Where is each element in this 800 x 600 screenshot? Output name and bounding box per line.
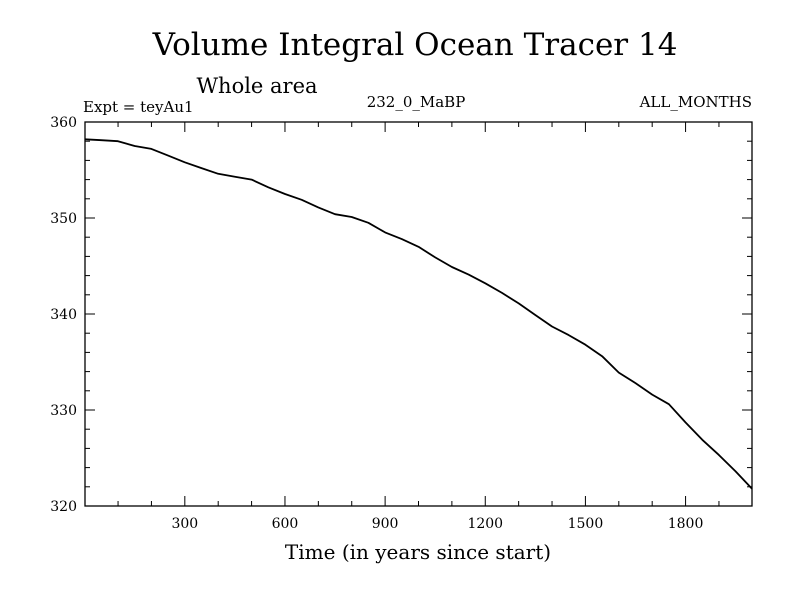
x-tick-label: 1500 [568,516,604,532]
y-tick-label: 330 [50,403,77,419]
chart-title: Volume Integral Ocean Tracer 14 [152,27,678,63]
chart-subtitle: Whole area [196,74,317,98]
y-tick-label: 320 [50,499,77,515]
y-tick-label: 360 [50,115,77,131]
y-tick-label: 340 [50,307,77,323]
x-tick-label: 900 [372,516,399,532]
y-tick-label: 350 [50,211,77,227]
x-tick-label: 1200 [467,516,503,532]
x-tick-label: 600 [272,516,299,532]
x-axis-label: Time (in years since start) [285,540,551,564]
experiment-label: Expt = teyAu1 [83,98,194,116]
series-line [84,138,753,490]
x-tick-label: 300 [171,516,198,532]
plot-frame [84,121,753,507]
months-label: ALL_MONTHS [639,93,752,111]
period-label: 232_0_MaBP [367,93,466,111]
x-tick-label: 1800 [668,516,704,532]
plot-area: 300 600 900 1200 1500 1800 320 330 340 350 360 [50,115,753,532]
